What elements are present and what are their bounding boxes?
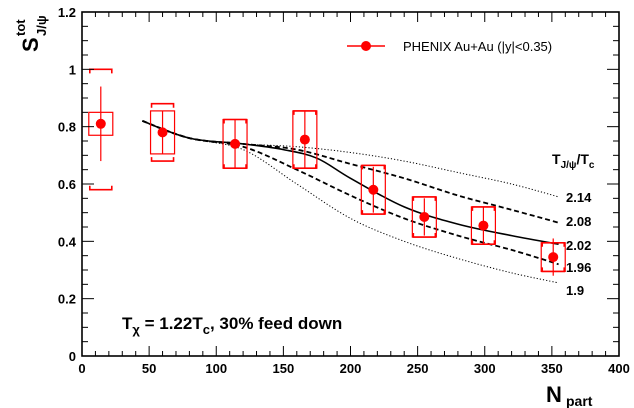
x-axis-label: N [546,382,562,407]
annotation: Tχ = 1.22Tc, 30% feed down [122,314,342,337]
global-bracket-top [88,68,113,74]
x-tick-label: 200 [340,361,362,376]
data-points [88,68,566,276]
x-tick-label: 250 [407,361,429,376]
data-point [95,118,106,129]
y-tick-label: 0.4 [58,234,77,249]
y-axis-label-sub: J/ψ [34,15,49,36]
curve-header: TJ/ψ/Tc [552,151,595,171]
curve-label-2-08: 2.08 [566,214,591,229]
legend-marker [361,41,371,51]
data-point-group [149,102,176,162]
x-axis-label-sub: part [566,393,593,408]
curve-label-2-14: 2.14 [566,190,592,205]
global-bracket-top [150,102,175,108]
global-bracket-bottom [150,157,175,162]
curve-1-9 [142,120,559,284]
curve-2-14 [142,120,559,198]
y-tick-label: 1.2 [58,5,76,20]
data-point [478,220,489,231]
curve-1-96 [142,120,559,266]
y-axis-label-sup: tot [13,19,28,36]
y-axis-label: S [18,37,43,52]
data-point-group [470,206,497,245]
global-bracket-bottom [361,210,386,215]
data-point [548,252,559,263]
global-bracket-bottom [88,185,113,191]
data-point-group [292,110,318,170]
x-tick-label: 50 [142,361,156,376]
y-tick-label: 0.8 [58,120,76,135]
global-bracket-top [361,164,386,170]
x-tick-label: 350 [541,361,563,376]
data-point [368,184,379,195]
y-tick-label: 0.6 [58,177,76,192]
curve-2-08 [142,120,559,224]
data-point-group [88,68,114,191]
data-point [157,127,168,138]
curve-label-1-96: 1.96 [566,260,591,275]
data-point [230,138,241,149]
curve-2-02 [142,120,559,245]
global-bracket-top [471,206,496,211]
data-point-group [360,164,386,215]
data-point-group [540,238,566,276]
global-bracket-bottom [412,233,437,238]
theory-curves [142,120,559,284]
y-tick-label: 0.2 [58,292,76,307]
plot-border [81,11,620,357]
data-point [419,211,430,222]
curve-label-2-02: 2.02 [566,238,591,253]
x-tick-label: 0 [78,361,85,376]
data-point [299,134,310,145]
data-point-group [411,196,437,238]
plot-frame [81,11,620,357]
x-tick-label: 150 [273,361,295,376]
legend: PHENIX Au+Au (|y|<0.35) [347,39,552,54]
y-tick-label: 0 [69,349,76,364]
y-tick-label: 1 [69,62,76,77]
global-bracket-top [412,196,437,201]
data-point-group [222,118,248,170]
tick-labels: 0 50 100 150 200 250 300 350 400 0 0.2 0.4 0.6 0.8 1 1.… [58,5,630,376]
x-tick-label: 300 [474,361,496,376]
legend-entry: PHENIX Au+Au (|y|<0.35) [403,39,552,54]
x-tick-label: 100 [205,361,227,376]
x-tick-label: 400 [608,361,630,376]
curve-label-1-9: 1.9 [566,283,584,298]
axis-ticks [81,11,620,357]
